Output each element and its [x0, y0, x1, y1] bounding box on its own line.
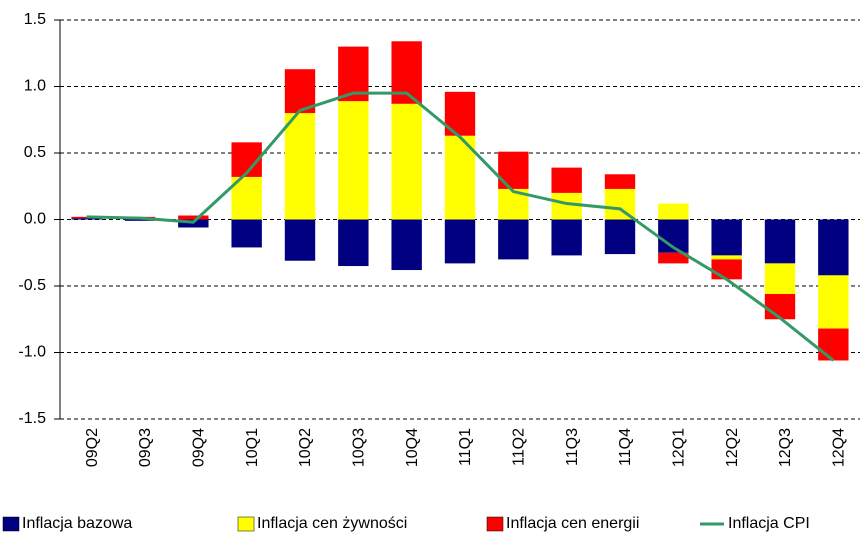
y-tick-label: 1.0 — [24, 78, 46, 95]
y-tick-label: 0.5 — [24, 144, 46, 161]
legend-swatch — [237, 516, 255, 532]
x-tick-label: 12Q2 — [724, 428, 741, 467]
legend-swatch — [2, 516, 20, 532]
x-tick-label: 12Q3 — [777, 428, 794, 467]
bar — [711, 255, 742, 260]
x-tick-label: 09Q4 — [191, 428, 208, 467]
bar — [818, 275, 849, 329]
x-tick-label: 12Q1 — [671, 428, 688, 467]
bar — [604, 219, 636, 255]
bar — [444, 219, 476, 264]
y-tick-label: -1.0 — [18, 344, 46, 361]
bar — [658, 252, 689, 264]
x-tick-label: 11Q4 — [617, 428, 634, 466]
bar — [124, 219, 156, 221]
x-tick-label: 11Q3 — [564, 428, 581, 466]
y-tick-label: 1.5 — [24, 11, 46, 28]
bar — [444, 135, 476, 220]
bar — [391, 103, 422, 220]
bar — [284, 219, 316, 261]
bar — [658, 203, 689, 220]
x-tick-label: 11Q2 — [511, 428, 528, 466]
x-tick-label: 09Q2 — [84, 428, 101, 467]
bar — [284, 113, 316, 220]
legend-label: Inflacja CPI — [728, 515, 810, 532]
x-tick-label: 10Q2 — [297, 428, 314, 467]
bar — [551, 167, 582, 193]
bar — [338, 219, 369, 267]
x-tick-label: 11Q1 — [457, 428, 474, 466]
x-tick-label: 09Q3 — [137, 428, 154, 467]
bar — [71, 218, 102, 220]
legend-label: Inflacja cen żywności — [257, 515, 407, 532]
x-tick-label: 10Q3 — [351, 428, 368, 467]
y-tick-label: -0.5 — [18, 277, 46, 294]
bar — [498, 151, 529, 189]
x-tick-label: 12Q4 — [831, 428, 848, 467]
bar — [764, 263, 796, 294]
legend-swatch — [486, 516, 504, 532]
bar — [764, 219, 796, 264]
bar — [551, 192, 582, 220]
bar — [178, 215, 209, 220]
bar — [391, 219, 422, 271]
legend-label: Inflacja bazowa — [22, 515, 132, 532]
bar — [818, 219, 849, 276]
bar — [231, 219, 262, 248]
bar — [818, 328, 849, 361]
x-tick-label: 10Q4 — [404, 428, 421, 467]
bar — [604, 174, 636, 189]
bar — [498, 219, 529, 260]
bar — [551, 219, 582, 256]
bar — [764, 293, 796, 320]
bar — [711, 259, 742, 280]
bar — [338, 101, 369, 220]
y-tick-label: -1.5 — [18, 410, 46, 427]
legend-label: Inflacja cen energii — [506, 515, 639, 532]
y-tick-label: 0.0 — [24, 211, 46, 228]
bar — [711, 219, 742, 256]
x-tick-label: 10Q1 — [244, 428, 261, 467]
line — [86, 91, 835, 362]
